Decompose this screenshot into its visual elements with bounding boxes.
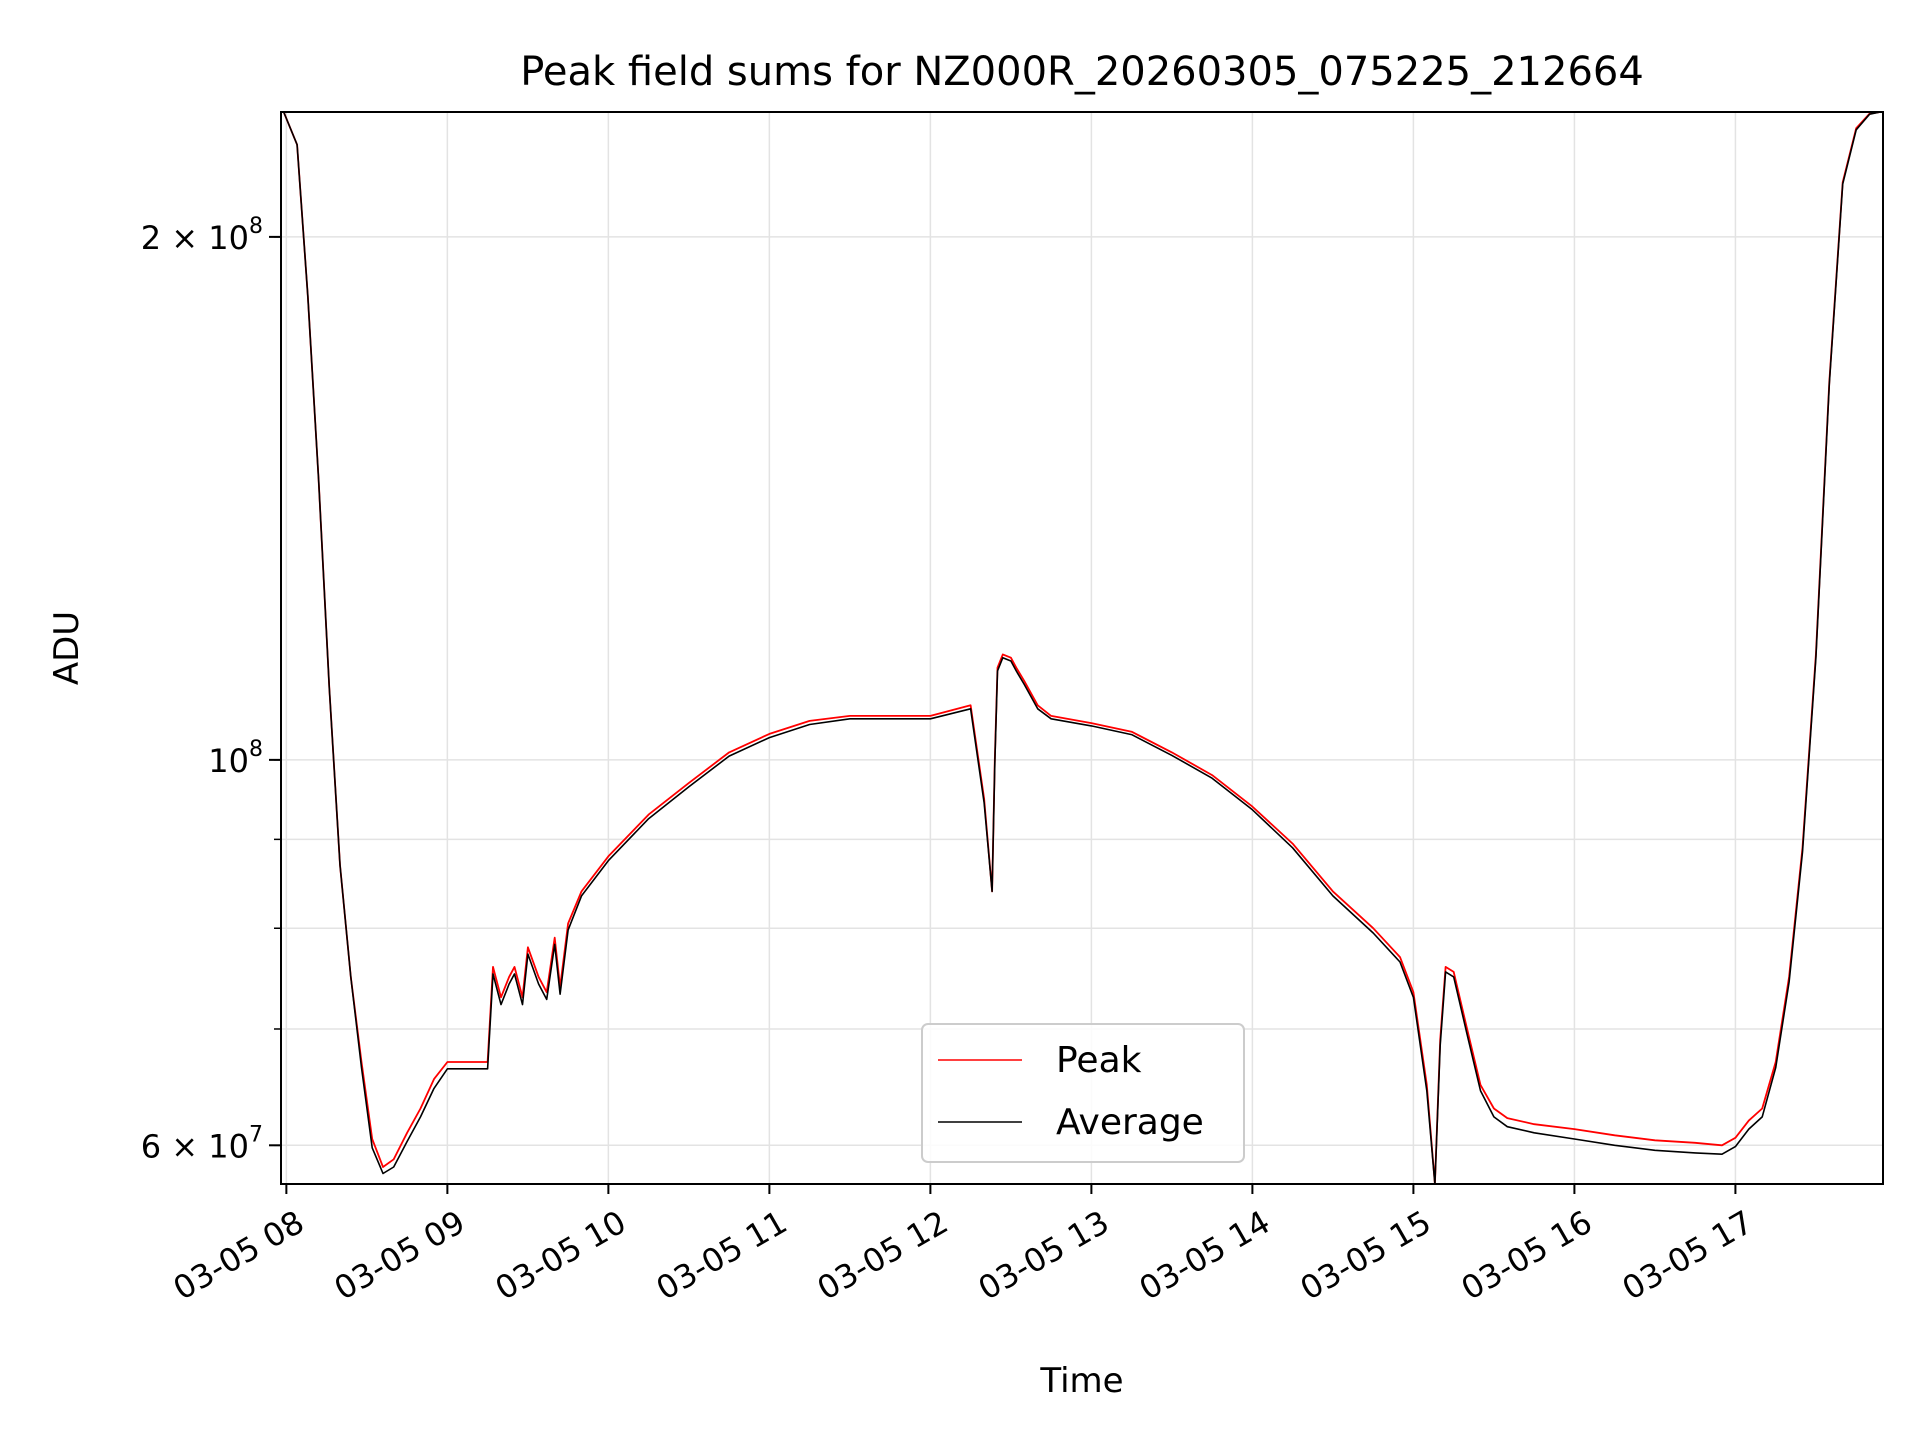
x-axis-label: Time <box>1039 1361 1123 1401</box>
y-axis-label: ADU <box>47 611 87 685</box>
legend-average-label: Average <box>1056 1102 1204 1143</box>
series-line-average <box>282 111 1881 1185</box>
y-tick-label: 2 × 108 <box>141 214 263 257</box>
y-tick-label: 6 × 107 <box>141 1122 263 1165</box>
chart-title: Peak field sums for NZ000R_20260305_0752… <box>520 49 1644 95</box>
legend-peak-label: Peak <box>1056 1040 1142 1081</box>
plot-frame <box>280 111 1884 1185</box>
legend-box <box>921 1023 1245 1163</box>
y-axis: 2 × 108 108 6 × 107 <box>141 214 281 1165</box>
y-tick-label: 108 <box>208 737 263 780</box>
series-layer <box>282 111 1881 1185</box>
legend: Peak Average <box>921 1023 1245 1163</box>
series-line-peak <box>282 111 1881 1185</box>
